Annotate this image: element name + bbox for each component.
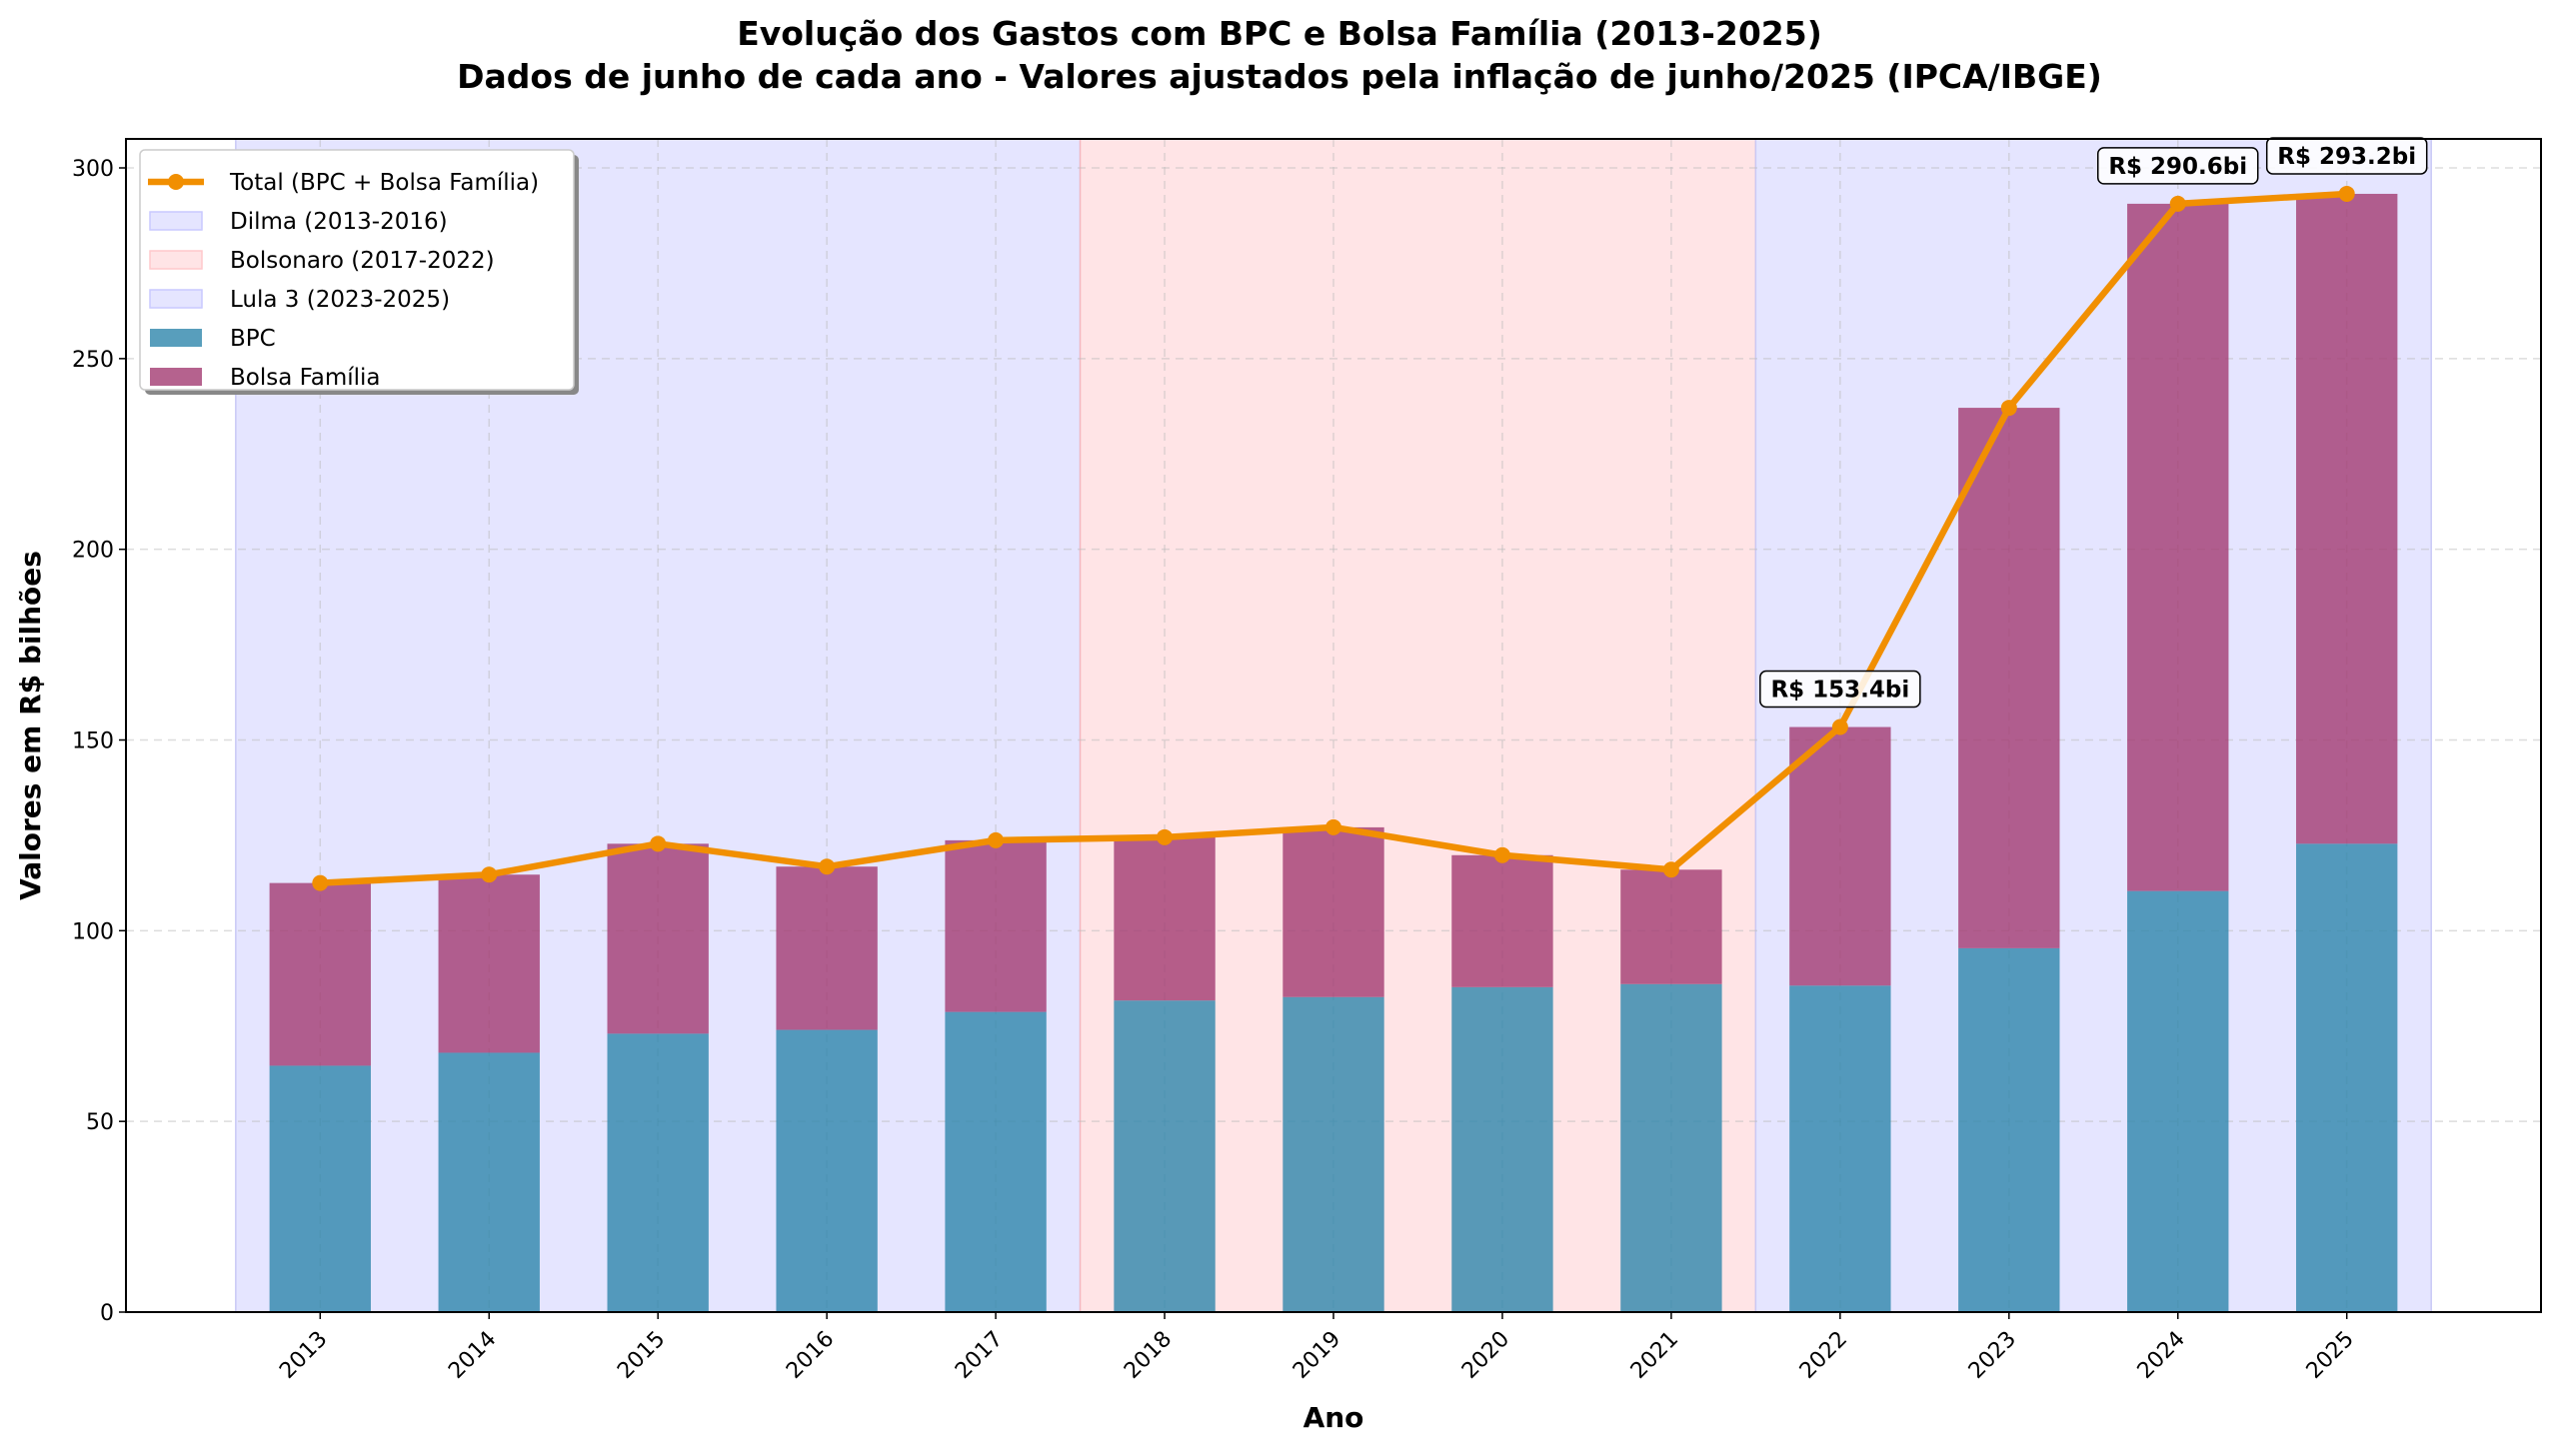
x-tick-label: 2018 <box>1120 1327 1177 1384</box>
plot-area: R$ 153.4bi R$ 290.6bi R$ 293.2bi 0 50 100 150 2… <box>72 137 2542 1384</box>
total-marker-2025 <box>2338 185 2355 202</box>
y-tick-label: 250 <box>72 348 114 373</box>
legend-label: Bolsa Família <box>230 365 381 391</box>
bar-bolsa-familia-2013 <box>269 882 371 1066</box>
x-tick-label: 2017 <box>951 1327 1008 1384</box>
legend-swatch <box>149 250 203 270</box>
annotation-2025: R$ 293.2bi <box>2265 137 2428 175</box>
bar-bpc-2016 <box>776 1029 878 1312</box>
chart-title: Evolução dos Gastos com BPC e Bolsa Famí… <box>737 14 1822 53</box>
x-tick-label: 2014 <box>444 1327 501 1384</box>
annotation-2024: R$ 290.6bi <box>2097 147 2259 185</box>
total-marker-2020 <box>1493 846 1510 863</box>
bar-bpc-2021 <box>1620 983 1722 1312</box>
total-marker-2013 <box>312 874 329 891</box>
x-tick-label: 2023 <box>1964 1327 2021 1384</box>
bar-bolsa-familia-2017 <box>945 839 1047 1012</box>
bar-bolsa-familia-2023 <box>1958 408 2060 948</box>
x-tick-label: 2016 <box>782 1327 839 1384</box>
total-marker-2021 <box>1662 861 1679 878</box>
legend-label: Bolsonaro (2017-2022) <box>230 248 495 274</box>
annotation-label: R$ 290.6bi <box>2108 154 2247 180</box>
bar-bolsa-familia-2015 <box>607 843 709 1034</box>
y-tick-label: 200 <box>72 539 114 564</box>
annotation-2022: R$ 153.4bi <box>1759 670 1921 709</box>
legend: Total (BPC + Bolsa Família) Dilma (2013-2… <box>139 149 579 395</box>
y-tick-label: 300 <box>72 157 114 182</box>
bar-bolsa-familia-2014 <box>438 874 540 1053</box>
legend-label: BPC <box>230 326 276 352</box>
y-tick-label: 150 <box>72 729 114 754</box>
legend-swatch <box>150 329 202 347</box>
annotation-label: R$ 153.4bi <box>1770 678 1909 704</box>
x-tick-label: 2022 <box>1795 1327 1852 1384</box>
legend-swatch <box>149 211 203 231</box>
bar-bolsa-familia-2019 <box>1282 826 1384 997</box>
x-tick-label: 2013 <box>275 1327 332 1384</box>
x-tick-label: 2015 <box>613 1327 670 1384</box>
bar-bpc-2023 <box>1958 947 2060 1312</box>
bar-bolsa-familia-2018 <box>1114 836 1216 1001</box>
y-tick-label: 100 <box>72 919 114 944</box>
legend-swatch <box>149 289 203 309</box>
legend-label: Dilma (2013-2016) <box>230 209 448 235</box>
bar-bolsa-familia-2020 <box>1451 854 1553 987</box>
x-tick-label: 2019 <box>1288 1327 1345 1384</box>
total-marker-2015 <box>650 835 667 852</box>
bar-bpc-2024 <box>2127 890 2229 1312</box>
total-marker-2019 <box>1325 818 1341 835</box>
total-marker-2017 <box>988 831 1005 848</box>
total-marker-2022 <box>1831 719 1848 735</box>
x-tick-label: 2024 <box>2133 1327 2190 1384</box>
y-tick-label: 50 <box>86 1110 114 1135</box>
y-axis-label: Valores em R$ bilhões <box>14 551 47 900</box>
total-marker-2016 <box>819 858 836 875</box>
bar-bolsa-familia-2024 <box>2127 203 2229 891</box>
legend-label: Total (BPC + Bolsa Família) <box>229 170 539 196</box>
x-tick-label: 2021 <box>1626 1327 1683 1384</box>
bar-bolsa-familia-2025 <box>2296 193 2398 844</box>
x-axis-label: Ano <box>1303 1401 1364 1434</box>
total-marker-2023 <box>2000 400 2017 417</box>
legend-box <box>139 149 575 391</box>
x-tick-label: 2025 <box>2302 1327 2359 1384</box>
bar-bpc-2017 <box>945 1011 1047 1312</box>
bar-bpc-2025 <box>2296 843 2398 1312</box>
annotation-box <box>1759 670 1921 709</box>
bar-bpc-2020 <box>1451 986 1553 1312</box>
bar-bpc-2018 <box>1114 1000 1216 1312</box>
total-marker-2014 <box>481 866 498 883</box>
bar-bolsa-familia-2021 <box>1620 869 1722 984</box>
annotation-box <box>2097 147 2259 185</box>
bar-bpc-2019 <box>1282 996 1384 1312</box>
bar-bolsa-familia-2022 <box>1789 727 1891 986</box>
annotation-label: R$ 293.2bi <box>2277 144 2416 170</box>
legend-swatch <box>150 368 202 386</box>
bar-bpc-2013 <box>269 1065 371 1312</box>
chart-subtitle: Dados de junho de cada ano - Valores aju… <box>457 57 2102 96</box>
x-tick-label: 2020 <box>1457 1327 1514 1384</box>
bar-bpc-2014 <box>438 1052 540 1312</box>
annotation-box <box>2265 137 2428 175</box>
total-marker-2024 <box>2169 195 2186 212</box>
legend-label: Lula 3 (2023-2025) <box>230 287 450 313</box>
bar-bpc-2015 <box>607 1033 709 1312</box>
total-marker-2018 <box>1157 828 1174 845</box>
y-tick-label: 0 <box>100 1301 114 1326</box>
legend-marker-icon <box>168 174 184 190</box>
bar-bpc-2022 <box>1789 985 1891 1312</box>
bar-bolsa-familia-2016 <box>776 866 878 1030</box>
